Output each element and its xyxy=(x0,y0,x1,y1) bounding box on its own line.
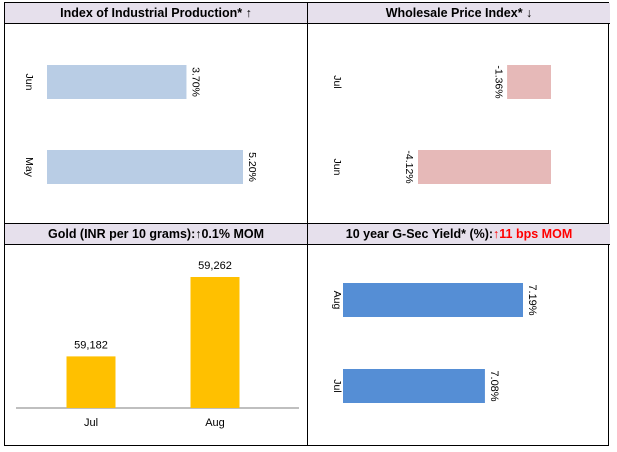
iip-category-label: May xyxy=(23,157,35,178)
iip-header: Index of Industrial Production* ↑ xyxy=(5,3,307,24)
gold-chart: 59,182 Jul 59,262 Aug xyxy=(5,245,307,446)
up-arrow-icon: ↑ xyxy=(493,227,500,241)
up-arrow-icon: ↑ xyxy=(245,6,252,20)
iip-chart-svg: 3.70% Jun 5.20% May xyxy=(23,65,258,184)
horizontal-divider xyxy=(5,223,608,224)
up-arrow-icon: ↑ xyxy=(195,227,202,241)
gsec-header: 10 year G-Sec Yield* (%): ↑ 11 bps MOM xyxy=(308,224,610,245)
iip-title: Index of Industrial Production* xyxy=(60,6,243,20)
down-arrow-icon: ↓ xyxy=(526,6,533,20)
gold-data-label: 59,262 xyxy=(198,260,232,272)
gsec-bar xyxy=(343,369,485,403)
gold-category-label: Aug xyxy=(205,417,225,429)
iip-data-label: 3.70% xyxy=(190,67,202,97)
wpi-data-label: -1.36% xyxy=(492,65,504,98)
wpi-category-label: Jul xyxy=(331,75,343,88)
gsec-data-label: 7.08% xyxy=(488,370,500,401)
gold-change: 0.1% MOM xyxy=(201,227,264,241)
gsec-category-label: Jul xyxy=(331,379,343,392)
dashboard-frame: Index of Industrial Production* ↑ Wholes… xyxy=(4,2,610,446)
gold-category-label: Jul xyxy=(84,417,98,429)
vertical-divider xyxy=(307,3,308,445)
gold-chart-svg: 59,182 Jul 59,262 Aug xyxy=(16,260,299,429)
iip-data-label: 5.20% xyxy=(246,152,258,182)
wpi-data-label: -4.12% xyxy=(403,150,415,183)
gsec-chart-svg: 7.19% Aug 7.08% Jul xyxy=(331,283,538,403)
gsec-change: 11 bps MOM xyxy=(499,227,573,241)
gold-title: Gold (INR per 10 grams): xyxy=(47,227,196,241)
wpi-title: Wholesale Price Index* xyxy=(385,6,523,20)
gsec-data-label: 7.19% xyxy=(526,284,538,315)
gold-data-label: 59,182 xyxy=(74,339,108,351)
gsec-bar xyxy=(343,283,523,317)
iip-bar xyxy=(47,65,187,99)
gsec-chart: 7.19% Aug 7.08% Jul xyxy=(308,245,610,446)
iip-chart: 3.70% Jun 5.20% May xyxy=(5,24,307,223)
iip-category-label: Jun xyxy=(23,74,35,91)
gold-header: Gold (INR per 10 grams): ↑ 0.1% MOM xyxy=(5,224,307,245)
iip-bar xyxy=(47,150,243,184)
wpi-header: Wholesale Price Index* ↓ xyxy=(308,3,610,24)
wpi-category-label: Jun xyxy=(331,159,343,176)
gsec-category-label: Aug xyxy=(331,291,343,310)
wpi-chart-svg: -1.36% Jul -4.12% Jun xyxy=(331,65,551,184)
wpi-bar xyxy=(507,65,551,99)
gold-bar xyxy=(66,356,116,408)
gsec-title: 10 year G-Sec Yield* (%): xyxy=(345,227,494,241)
gold-bar xyxy=(190,277,240,408)
wpi-chart: -1.36% Jul -4.12% Jun xyxy=(308,24,610,223)
wpi-bar xyxy=(418,150,551,184)
